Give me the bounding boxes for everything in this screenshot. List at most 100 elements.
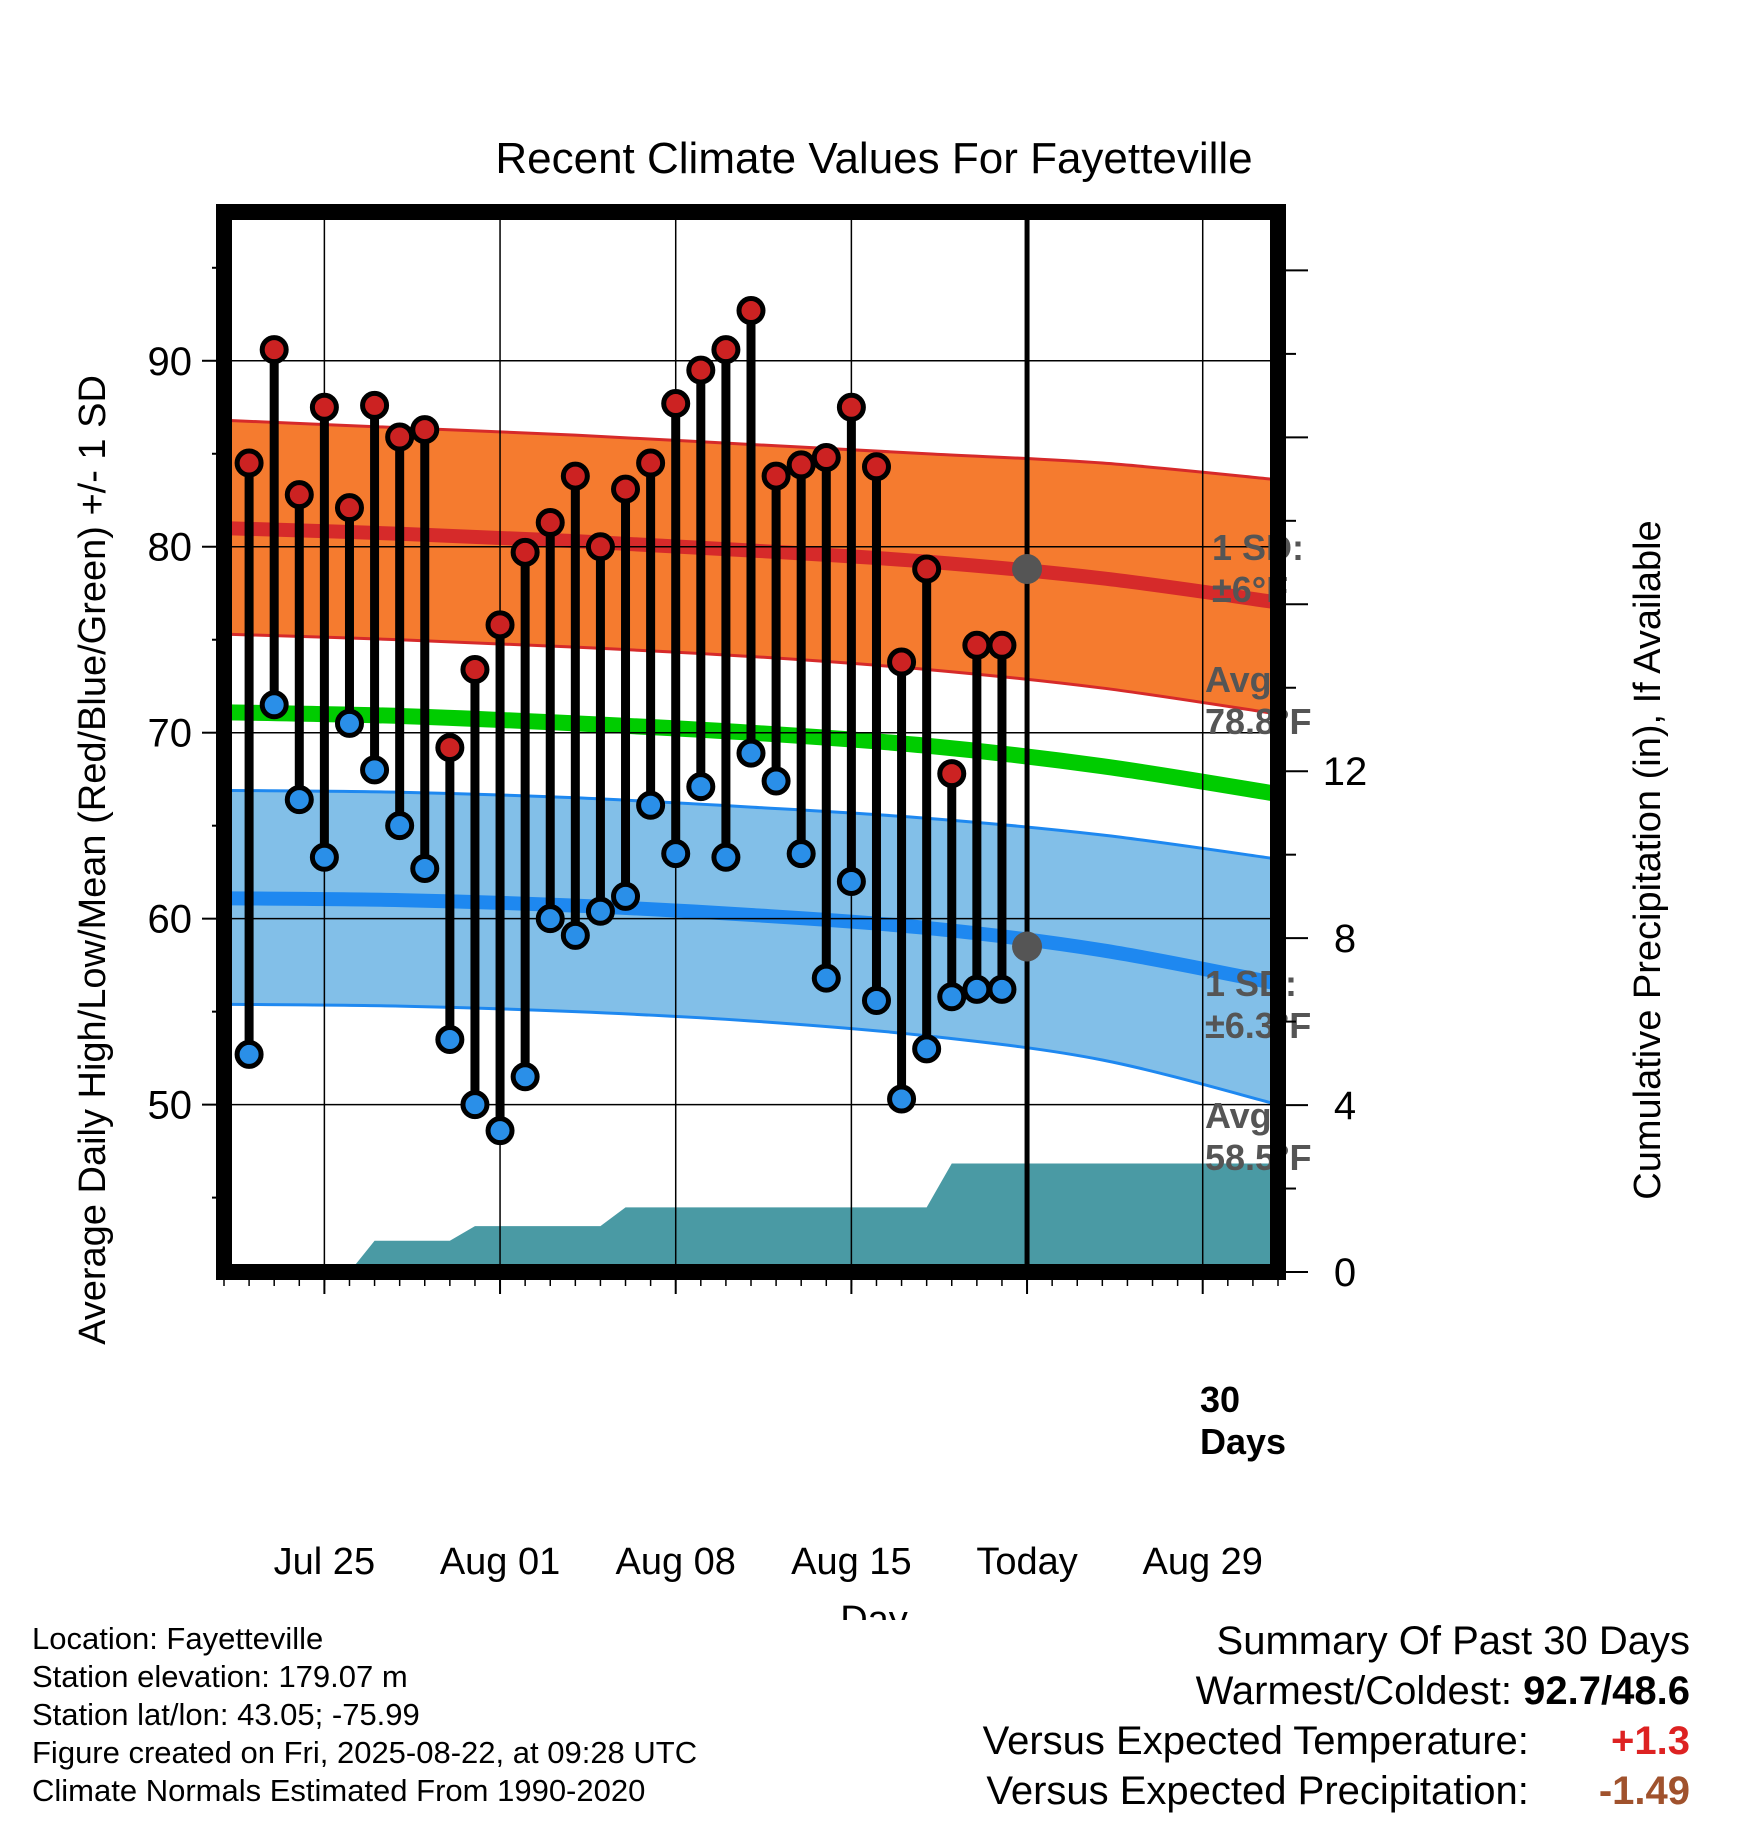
high-point [686,355,716,385]
low-avg-marker [1012,931,1043,962]
low-point [284,785,314,815]
low-point [360,755,390,785]
high-point [284,480,314,510]
x-axis-label: Day [840,1599,908,1620]
y-right-tick-label: 12 [1323,750,1368,794]
y-right-tick-label: 8 [1334,917,1356,961]
low-point [937,982,967,1012]
summary-panel: Summary Of Past 30 Days Warmest/Coldest:… [983,1616,1690,1816]
warm-cold-value: 92.7/48.6 [1523,1669,1690,1713]
low-point [460,1090,490,1120]
y-left-tick-label: 80 [148,526,193,570]
low-point [736,738,766,768]
x-tick-label: Aug 08 [615,1541,735,1583]
low-point [410,853,440,883]
high-point [560,461,590,491]
x-tick-label: Jul 25 [274,1541,375,1583]
station-elevation: Station elevation: 179.07 m [32,1659,408,1694]
precip-label: Versus Expected Precipitation: [986,1769,1529,1813]
low-point [661,839,691,869]
low-avg-annotation-line: 58.5°F [1205,1137,1311,1178]
low-point [761,766,791,796]
high-point [711,335,741,365]
high-point [585,532,615,562]
high-point [510,537,540,567]
low-point [510,1062,540,1092]
warmest-value: 92.7 [1523,1669,1602,1713]
low-point [686,772,716,802]
low-point [962,974,992,1004]
y-left-tick-label: 50 [148,1084,193,1128]
chart-title: Recent Climate Values For Fayetteville [495,134,1252,183]
low-sd-annotation-line: ±6.3°F [1205,1005,1311,1046]
summary-title: Summary Of Past 30 Days [1216,1619,1690,1663]
high-sd-annotation-line: 1 SD: [1212,527,1304,568]
high-point [861,452,891,482]
high-point [836,392,866,422]
x-tick-label: Aug 15 [791,1541,911,1583]
precip-value: -1.49 [1598,1769,1690,1813]
low-point [987,974,1017,1004]
station-location: Location: Fayetteville [32,1621,324,1656]
window-annotation-line: 30 [1200,1379,1240,1420]
low-point [259,690,289,720]
low-point [836,866,866,896]
high-point [736,296,766,326]
low-point [485,1116,515,1146]
low-point [535,904,565,934]
high-point [636,448,666,478]
window-annotation-line: Days [1200,1421,1286,1462]
temp-value: +1.3 [1611,1719,1690,1763]
low-point [560,920,590,950]
high-point [937,759,967,789]
high-point [611,474,641,504]
high-point [811,442,841,472]
low-point [234,1039,264,1069]
warm-cold-label: Warmest/Coldest: [1195,1669,1513,1713]
low-point [435,1025,465,1055]
temp-label: Versus Expected Temperature: [982,1719,1529,1763]
y-axis-right-label: Cumulative Precipitation (in), If Availa… [1627,520,1669,1199]
station-latlon: Station lat/lon: 43.05; -75.99 [32,1697,420,1732]
high-point [435,733,465,763]
summary-temperature: Versus Expected Temperature: +1.3 [983,1716,1690,1766]
climate-normals-note: Climate Normals Estimated From 1990-2020 [32,1773,646,1808]
station-info: Location: Fayetteville Station elevation… [32,1620,697,1810]
high-avg-marker [1012,554,1043,585]
high-point [912,554,942,584]
low-point [912,1034,942,1064]
low-point [334,708,364,738]
high-point [485,610,515,640]
low-point [861,985,891,1015]
y-left-tick-label: 60 [148,898,193,942]
figure-created: Figure created on Fri, 2025-08-22, at 09… [32,1735,698,1770]
low-point [636,790,666,820]
precipitation-area [224,1163,1278,1272]
plot-frame [216,204,1286,1280]
high-point [535,508,565,538]
summary-warm-cold: Warmest/Coldest: 92.7/48.6 [983,1666,1690,1716]
high-point [259,335,289,365]
low-point [711,842,741,872]
low-normal-line [223,891,1280,991]
y-left-tick-label: 90 [148,340,193,384]
low-point [811,963,841,993]
low-sd-band-lower-edge [223,1002,1279,1107]
high-point [410,415,440,445]
y-left-tick-label: 70 [148,712,193,756]
low-point [585,896,615,926]
low-point [786,839,816,869]
high-point [234,448,264,478]
high-point [309,392,339,422]
low-point [611,881,641,911]
y-axis-left-label: Average Daily High/Low/Mean (Red/Blue/Gr… [72,375,114,1345]
low-sd-band-fill [224,790,1278,1105]
high-point [334,493,364,523]
x-tick-label: Aug 01 [440,1541,560,1583]
high-point [360,390,390,420]
climate-chart: Recent Climate Values For Fayetteville 1… [72,134,1669,1620]
high-point [460,654,490,684]
high-point [385,422,415,452]
y-right-tick-label: 0 [1334,1251,1356,1295]
